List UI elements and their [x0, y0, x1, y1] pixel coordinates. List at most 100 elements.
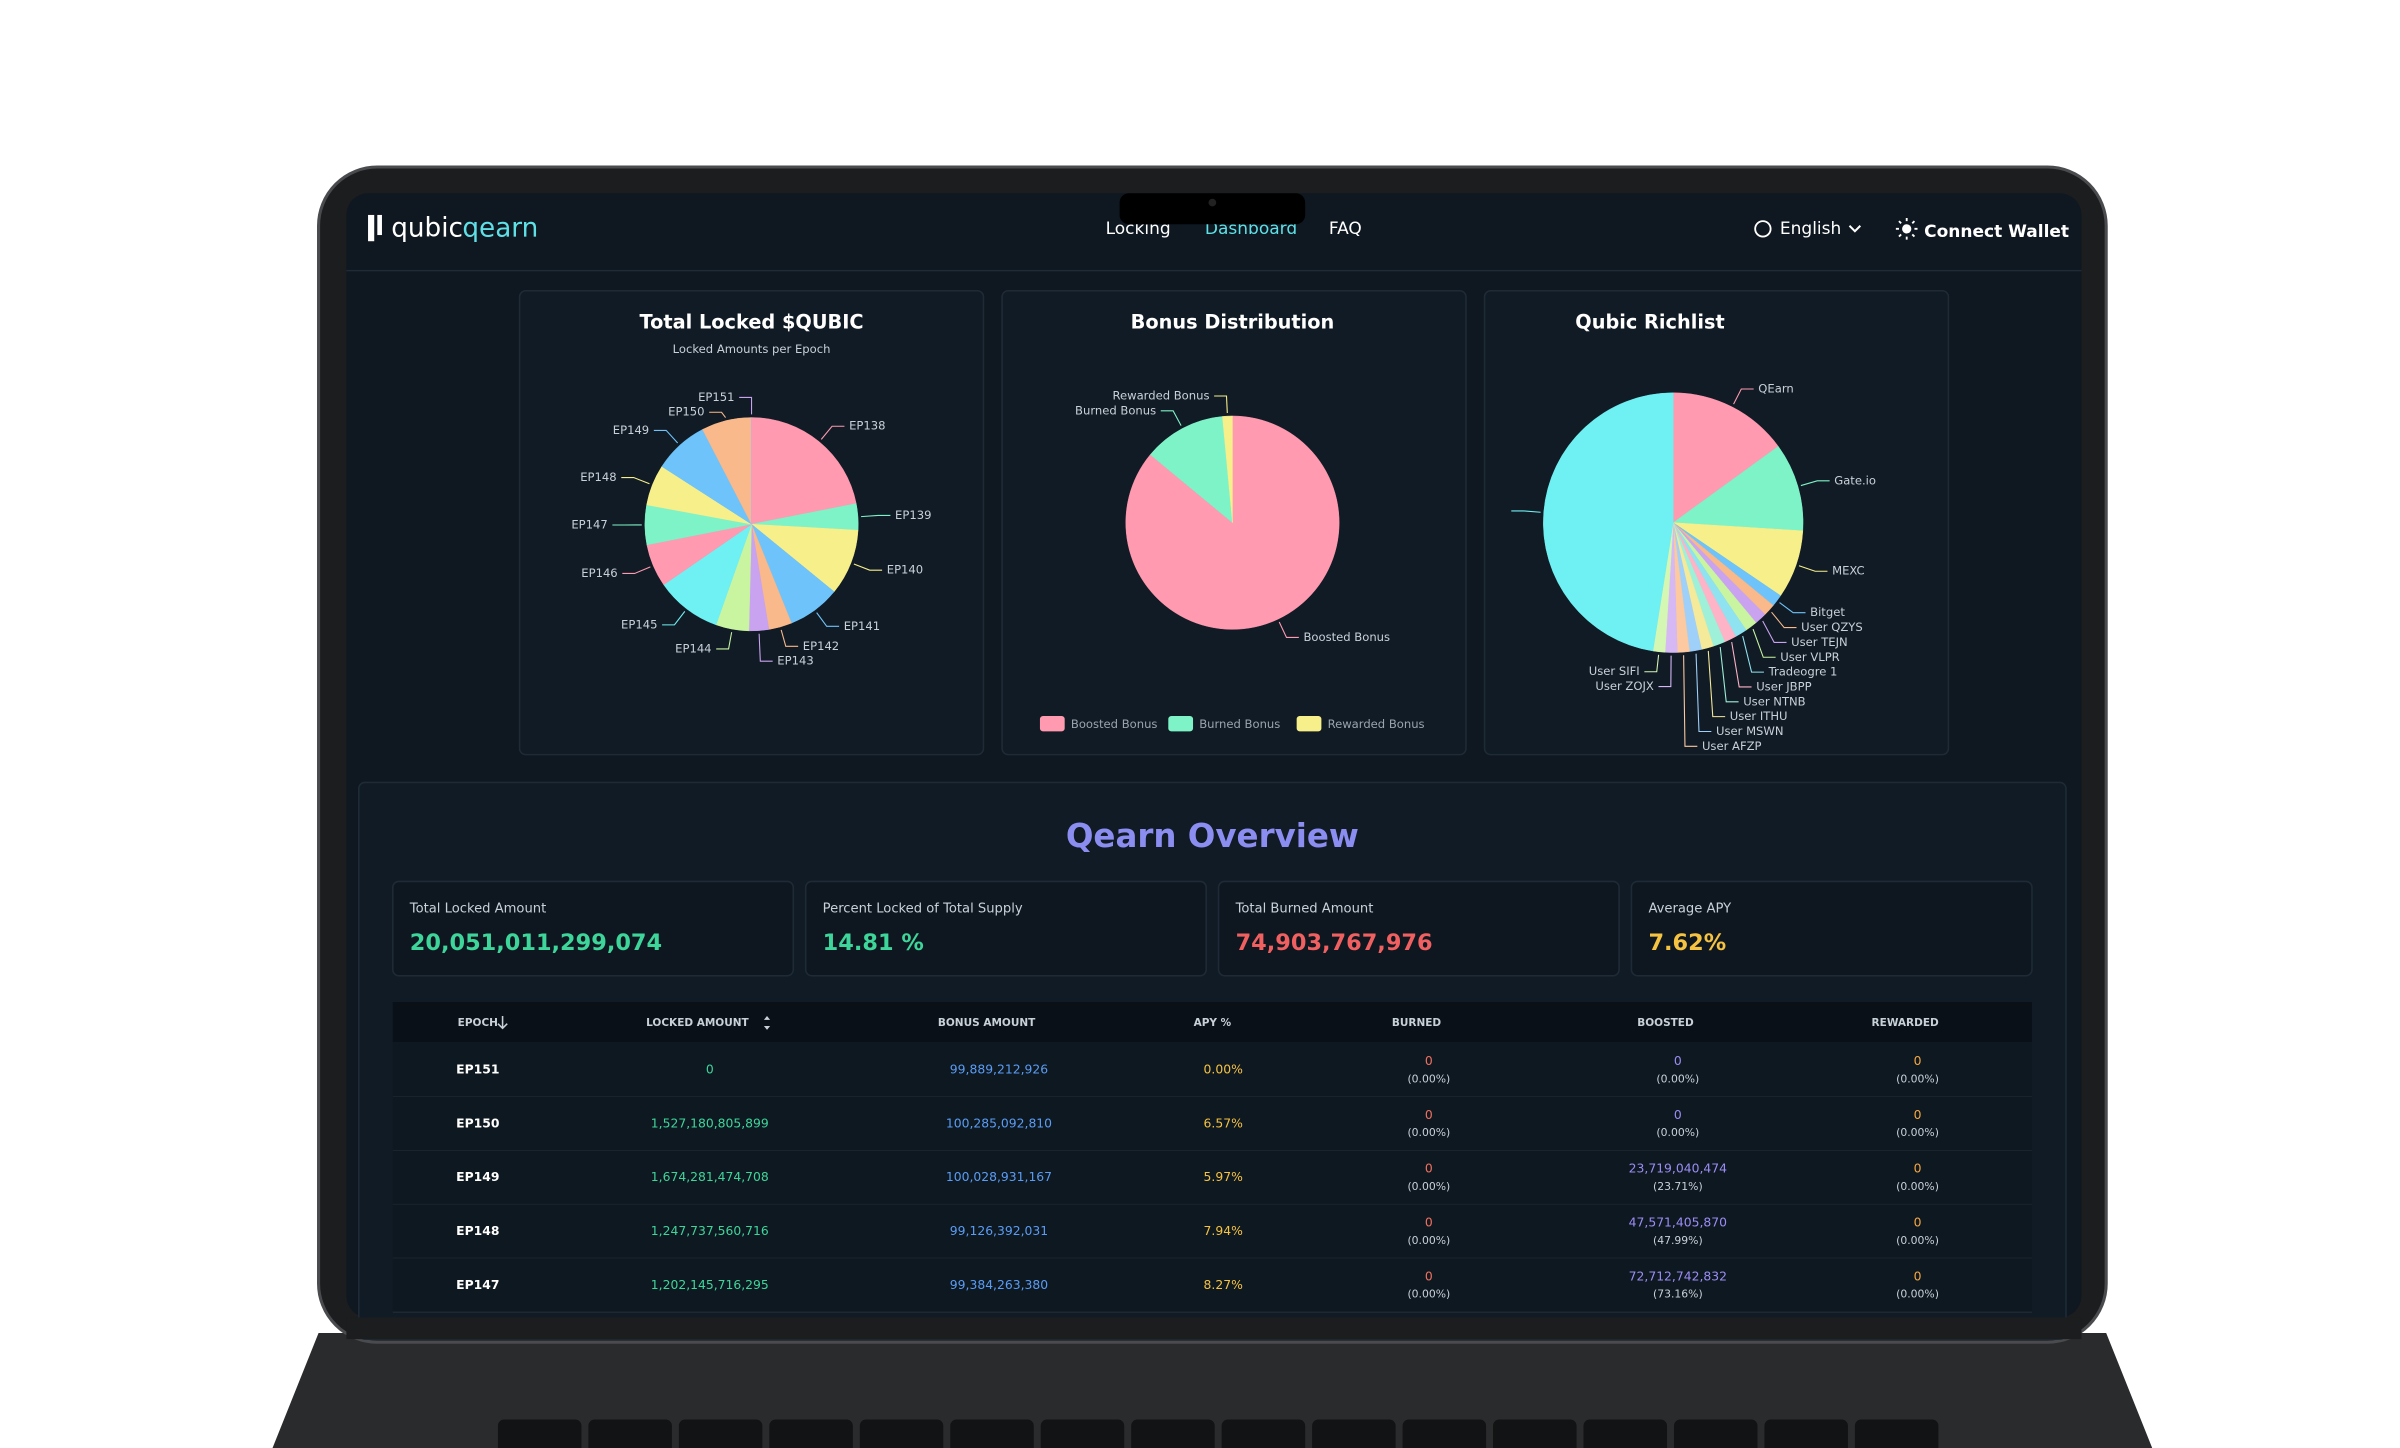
table-cell-percent: (23.71%): [1653, 1180, 1703, 1193]
stat-value: 7.62%: [1648, 930, 1726, 956]
legend-swatch[interactable]: [1039, 715, 1065, 732]
leader-line: [1683, 655, 1698, 747]
table-cell: 99,889,212,926: [950, 1063, 1048, 1077]
table-cell: 47,571,405,870: [1629, 1216, 1727, 1230]
key: [1493, 1419, 1577, 1448]
table-row: [392, 1096, 2032, 1151]
table-cell-percent: (0.00%): [1407, 1180, 1450, 1193]
table-cell: 7.94%: [1204, 1224, 1244, 1238]
overview-title: Qearn Overview: [1066, 817, 1359, 855]
leader-line: [1160, 410, 1182, 426]
slice-label: User TEJN: [1791, 635, 1848, 649]
table-cell-percent: (0.00%): [1896, 1288, 1939, 1301]
table-cell: 72,712,742,832: [1629, 1269, 1727, 1283]
table-cell-percent: (0.00%): [1656, 1072, 1699, 1085]
slice-label: EP141: [844, 619, 880, 633]
legend-label: Rewarded Bonus: [1328, 717, 1425, 731]
connect-wallet[interactable]: Connect Wallet: [1924, 222, 2069, 242]
camera: [1208, 198, 1217, 207]
pie-slice: [1149, 416, 1233, 524]
stat-label: Total Burned Amount: [1235, 902, 1374, 917]
language-select[interactable]: English: [1780, 219, 1841, 239]
slice-label: User AFZP: [1702, 739, 1762, 753]
table-cell-percent: (0.00%): [1407, 1072, 1450, 1085]
table-cell-percent: (0.00%): [1896, 1072, 1939, 1085]
column-header: BOOSTED: [1637, 1017, 1694, 1029]
globe-icon[interactable]: [1754, 220, 1772, 238]
leader-line: [1742, 635, 1764, 673]
sort-icon[interactable]: [763, 1015, 771, 1030]
table-cell: 0: [1425, 1054, 1433, 1068]
table-cell: 0: [1914, 1162, 1922, 1176]
sort-icon[interactable]: [497, 1015, 508, 1030]
leader-line: [780, 629, 799, 647]
leader-line: [1731, 642, 1752, 688]
key: [859, 1419, 944, 1448]
key: [1402, 1419, 1487, 1448]
column-header[interactable]: LOCKED AMOUNT: [646, 1017, 749, 1029]
nav-link[interactable]: FAQ: [1329, 219, 1362, 239]
slice-label: User ITHU: [1730, 709, 1788, 723]
table-cell: 0: [1674, 1108, 1682, 1122]
leader-line: [758, 633, 773, 662]
slice-label: User ZOJX: [1595, 679, 1654, 693]
legend-swatch[interactable]: [1296, 715, 1322, 732]
logo-text: qearn: [462, 213, 538, 243]
column-header: BURNED: [1392, 1017, 1442, 1029]
key: [1673, 1419, 1758, 1448]
chevron-icon[interactable]: [1848, 225, 1862, 233]
slice-label: Tradeogre 1: [1768, 665, 1838, 679]
column-header[interactable]: EPOCH: [458, 1017, 498, 1029]
leader-line: [1752, 628, 1776, 658]
leader-line: [1658, 655, 1672, 688]
bottom-bezel: [346, 1317, 2082, 1340]
leader-line: [820, 425, 845, 440]
table-cell: 0: [1674, 1054, 1682, 1068]
slice-label: User NTNB: [1743, 694, 1805, 708]
slice-label: MEXC: [1832, 564, 1864, 578]
slice-label: EP143: [777, 654, 813, 668]
chart-title: Qubic Richlist: [1575, 311, 1724, 334]
slice-label: EP138: [849, 419, 885, 433]
slice-label: User SIFI: [1589, 664, 1640, 678]
slice-label: EP151: [698, 390, 734, 404]
slice-label: User JBPP: [1756, 679, 1811, 693]
slice-label: EP144: [675, 641, 711, 655]
chart-title: Total Locked $QUBIC: [639, 311, 863, 334]
leader-line: [861, 514, 891, 518]
table-cell: EP150: [456, 1116, 500, 1130]
table-cell-percent: (0.00%): [1407, 1288, 1450, 1301]
slice-label: EP145: [621, 617, 657, 631]
slice-label: User MSWN: [1716, 724, 1784, 738]
legend-label: Burned Bonus: [1199, 717, 1280, 731]
table-cell-percent: (0.00%): [1896, 1234, 1939, 1247]
stat-value: 20,051,011,299,074: [410, 930, 662, 956]
key: [950, 1419, 1034, 1448]
slice-label: EP139: [895, 508, 931, 522]
theme-icon[interactable]: [1902, 224, 1912, 234]
legend-label: Boosted Bonus: [1071, 717, 1158, 731]
stat-value: 74,903,767,976: [1236, 930, 1433, 956]
table-cell: 1,247,737,560,716: [651, 1224, 769, 1238]
logo-text: qubic: [391, 213, 463, 243]
leader-line: [662, 611, 686, 626]
table-cell: 0: [1425, 1269, 1433, 1283]
leader-line: [1695, 653, 1712, 733]
content: qubic qearn Locking Dashboard FAQ English Conn…: [346, 213, 2082, 1340]
legend-swatch[interactable]: [1168, 715, 1194, 732]
theme-icon[interactable]: [1895, 218, 1918, 240]
key: [1221, 1419, 1306, 1448]
slice-label: EP147: [571, 518, 607, 532]
logo-icon: [368, 214, 375, 242]
key: [678, 1419, 763, 1448]
slice-label: EP140: [887, 563, 923, 577]
table-cell-percent: (47.99%): [1653, 1234, 1703, 1247]
laptop-base: [272, 1332, 2153, 1448]
key: [497, 1419, 582, 1448]
table-cell: 0: [1425, 1108, 1433, 1122]
pie-slice: [1672, 392, 1779, 524]
table-cell: EP148: [456, 1224, 499, 1238]
leader-line: [1733, 388, 1754, 405]
table-cell: EP151: [456, 1063, 499, 1077]
